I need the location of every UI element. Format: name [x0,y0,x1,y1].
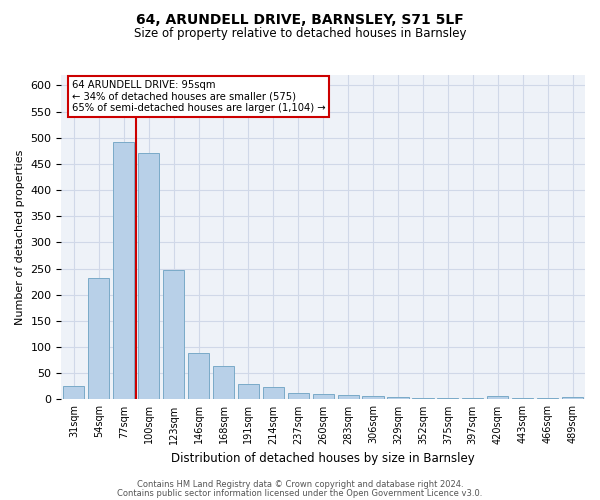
Bar [562,397,583,400]
Bar [113,142,134,400]
Bar [512,398,533,400]
Bar [388,398,409,400]
Bar [88,278,109,400]
Bar [412,398,434,400]
Bar [263,388,284,400]
Text: Contains HM Land Registry data © Crown copyright and database right 2024.: Contains HM Land Registry data © Crown c… [137,480,463,489]
Bar [313,394,334,400]
Bar [63,386,85,400]
Bar [462,398,484,400]
Bar [188,354,209,400]
Text: Contains public sector information licensed under the Open Government Licence v3: Contains public sector information licen… [118,488,482,498]
Bar [163,270,184,400]
X-axis label: Distribution of detached houses by size in Barnsley: Distribution of detached houses by size … [172,452,475,465]
Bar [537,398,558,400]
Bar [437,398,458,400]
Bar [287,392,309,400]
Y-axis label: Number of detached properties: Number of detached properties [15,150,25,325]
Bar [213,366,234,400]
Text: 64, ARUNDELL DRIVE, BARNSLEY, S71 5LF: 64, ARUNDELL DRIVE, BARNSLEY, S71 5LF [136,12,464,26]
Bar [338,394,359,400]
Bar [362,396,383,400]
Bar [238,384,259,400]
Text: Size of property relative to detached houses in Barnsley: Size of property relative to detached ho… [134,28,466,40]
Bar [487,396,508,400]
Text: 64 ARUNDELL DRIVE: 95sqm
← 34% of detached houses are smaller (575)
65% of semi-: 64 ARUNDELL DRIVE: 95sqm ← 34% of detach… [72,80,325,113]
Bar [138,154,159,400]
